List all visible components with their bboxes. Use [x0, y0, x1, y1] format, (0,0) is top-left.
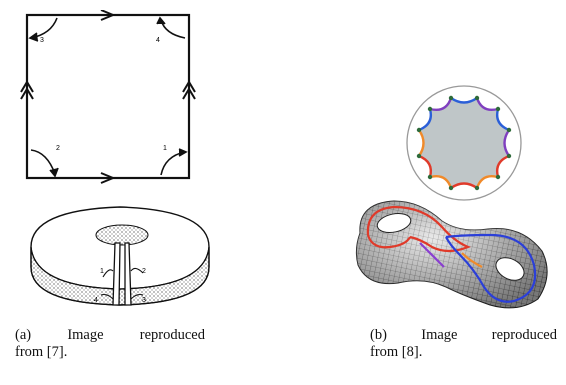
curve-purple-arc — [419, 242, 445, 268]
square-label-2: 2 — [56, 145, 60, 152]
torus-cut-right — [124, 242, 132, 306]
caption-a-word: reproduced — [139, 327, 205, 343]
right-edge-double-arrow — [182, 80, 196, 100]
octagon-vertex — [448, 185, 454, 191]
octagon-vertex — [474, 185, 480, 191]
curve-orange-arc — [461, 252, 483, 268]
caption-b: (b) Image reproduced from [8]. — [370, 327, 557, 361]
caption-b-word: Image — [421, 327, 458, 343]
octagon-edge-12 — [429, 97, 453, 112]
torus-label-3: 3 — [142, 297, 146, 304]
octagon-edge-5 — [495, 154, 510, 178]
octagon-edge-10 — [417, 129, 425, 157]
torus-inner-hole — [95, 224, 149, 246]
torus-arrow-1 — [102, 269, 114, 278]
cut-torus-illustration: 1 2 4 3 — [30, 206, 210, 306]
octagon-fundamental-domain — [406, 85, 522, 201]
octagon-edge-3 — [495, 108, 510, 132]
octagon-vertex — [474, 95, 480, 101]
octagon-vertex — [416, 127, 422, 133]
torus-arrow-3 — [130, 293, 144, 300]
corner-arrowhead-2 — [49, 167, 59, 178]
octagon-edge-9 — [418, 154, 433, 178]
octagon-edge-6 — [475, 174, 499, 189]
caption-b-line2: from [8]. — [370, 344, 423, 360]
top-edge-arrow — [100, 10, 116, 21]
octagon-edge-1 — [450, 96, 478, 104]
octagon-edge-7 — [450, 182, 478, 190]
surface-left-hole — [376, 213, 412, 233]
surface-right-hole — [495, 257, 525, 281]
octagon-vertex — [495, 174, 501, 180]
torus-arrow-4 — [100, 293, 114, 300]
hyperbolic-octagon — [419, 98, 509, 188]
torus-arrow-2 — [130, 267, 144, 274]
caption-a-word: (a) — [15, 327, 32, 343]
curve-blue-loop — [445, 233, 537, 303]
caption-a-line2: from [7]. — [15, 344, 68, 360]
octagon-vertex — [427, 106, 433, 112]
octagon-vertex — [427, 174, 433, 180]
square-identification-diagram: 3 4 2 1 — [20, 10, 196, 184]
curve-red-loop — [366, 205, 471, 253]
caption-a-word: Image — [67, 327, 104, 343]
bottom-edge-arrow — [100, 172, 116, 184]
octagon-vertex — [448, 95, 454, 101]
square-outline — [25, 13, 191, 180]
corner-arrowhead-1 — [178, 148, 188, 157]
octagon-edge-4 — [503, 129, 511, 157]
square-label-4: 4 — [156, 37, 160, 44]
octagon-edge-8 — [429, 174, 453, 189]
square-label-3: 3 — [40, 37, 44, 44]
octagon-vertex — [495, 106, 501, 112]
caption-b-line1: (b) Image reproduced — [370, 327, 557, 344]
corner-arrowhead-4 — [156, 16, 166, 25]
genus-two-surface-mesh — [355, 200, 548, 309]
torus-top-rim — [30, 246, 210, 290]
square-label-1: 1 — [163, 145, 167, 152]
caption-a-line1: (a) Image reproduced — [15, 327, 205, 344]
torus-cut-left — [112, 242, 121, 306]
curve-red-loop-lower — [366, 234, 411, 249]
corner-arrowhead-3 — [28, 32, 39, 42]
left-edge-double-arrow — [20, 80, 34, 100]
octagon-vertex — [416, 153, 422, 159]
caption-b-word: (b) — [370, 327, 387, 343]
octagon-edge-11 — [418, 108, 433, 132]
torus-label-4: 4 — [94, 297, 98, 304]
caption-b-word: reproduced — [491, 327, 557, 343]
torus-label-1: 1 — [100, 268, 104, 275]
octagon-edge-2 — [475, 97, 499, 112]
octagon-vertex — [506, 153, 512, 159]
torus-label-2: 2 — [142, 268, 146, 275]
octagon-vertex — [506, 127, 512, 133]
caption-a: (a) Image reproduced from [7]. — [15, 327, 205, 361]
